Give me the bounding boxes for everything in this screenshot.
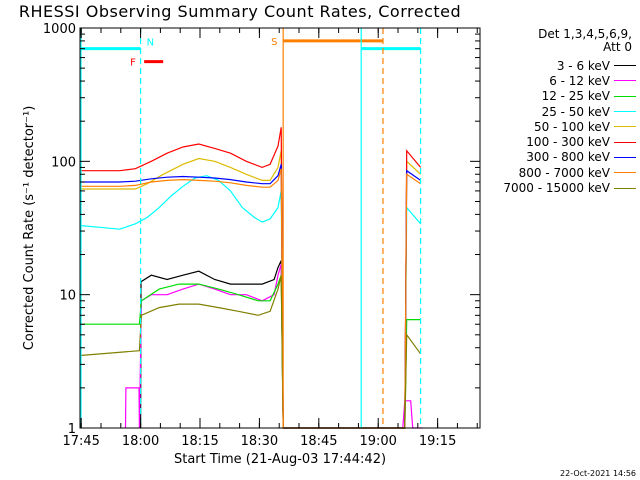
legend-label: 7000 - 15000 keV [503,181,610,196]
legend: 3 - 6 keV 6 - 12 keV 12 - 25 keV 25 - 50 ke… [482,58,636,196]
legend-item-8: 7000 - 15000 keV [482,180,636,195]
legend-label: 50 - 100 keV [533,119,610,134]
legend-label: 800 - 7000 keV [518,165,610,180]
legend-swatch [614,80,636,82]
x-tick-label-0: 17:45 [62,434,99,449]
series-line-4 [80,150,422,429]
series-line-1 [124,263,423,429]
detector-info: Det 1,3,4,5,6,9, Att 0 [500,28,632,54]
legend-swatch [614,141,636,143]
legend-swatch [614,65,636,67]
flag-label-F: F [130,58,136,69]
legend-item-1: 6 - 12 keV [482,73,636,88]
x-tick-label-2: 18:15 [181,434,218,449]
legend-swatch [614,187,636,189]
legend-swatch [614,172,636,174]
x-tick-label-6: 19:15 [419,434,456,449]
legend-item-3: 25 - 50 keV [482,104,636,119]
y-tick-label-1: 10 [59,289,76,304]
x-tick-label-1: 18:00 [122,434,159,449]
legend-label: 6 - 12 keV [549,73,610,88]
legend-swatch [614,156,636,158]
plot-frame [79,27,481,429]
legend-swatch [614,95,636,97]
flag-label-N: N [147,38,154,49]
legend-item-5: 100 - 300 keV [482,134,636,149]
series-line-3 [79,175,422,429]
x-axis-label: Start Time (21-Aug-03 17:44:42) [174,452,386,467]
series-line-5 [80,127,422,429]
legend-label: 12 - 25 keV [541,89,610,104]
legend-item-6: 300 - 800 keV [482,150,636,165]
timestamp-footer: 22-Oct-2021 14:56 [560,469,636,478]
legend-label: 25 - 50 keV [541,104,610,119]
x-tick-label-4: 18:45 [300,434,337,449]
flag-label-S: S [271,37,277,48]
y-axis-label: Corrected Count Rate (s⁻¹ detector⁻¹) [22,106,37,351]
legend-swatch [614,126,636,128]
legend-label: 100 - 300 keV [526,135,610,150]
y-tick-label-2: 100 [51,155,76,170]
detector-list: Det 1,3,4,5,6,9, [538,27,632,41]
legend-item-2: 12 - 25 keV [482,89,636,104]
attenuator-state: Att 0 [603,40,632,54]
legend-swatch [614,111,636,113]
chart-title: RHESSI Observing Summary Count Rates, Co… [18,2,462,21]
x-tick-label-3: 18:30 [241,434,278,449]
legend-item-0: 3 - 6 keV [482,58,636,73]
series-line-0 [140,260,284,429]
y-tick-label-0: 1 [68,422,76,437]
x-tick-label-5: 19:00 [359,434,396,449]
y-tick-label-3: 1000 [43,22,76,37]
legend-label: 3 - 6 keV [556,58,610,73]
legend-label: 300 - 800 keV [526,150,610,165]
legend-item-7: 800 - 7000 keV [482,165,636,180]
legend-item-4: 50 - 100 keV [482,119,636,134]
